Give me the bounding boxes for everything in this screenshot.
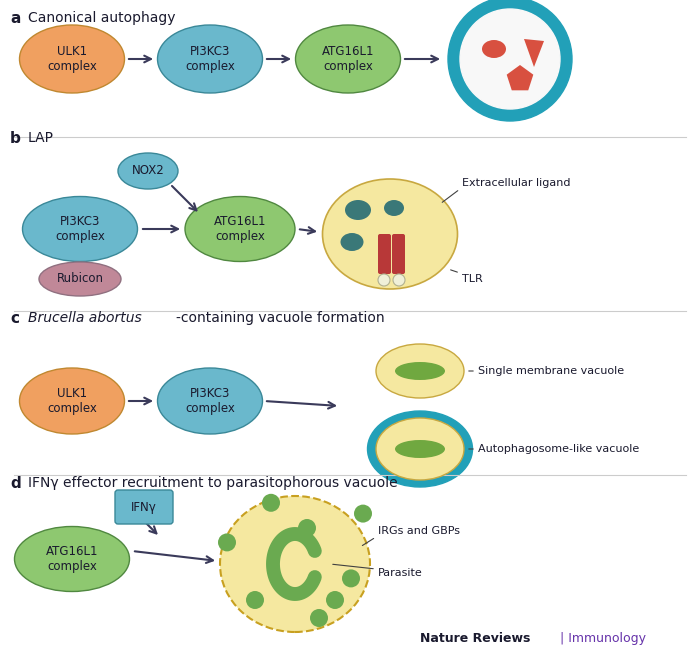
Ellipse shape [158,368,262,434]
Ellipse shape [295,25,400,93]
Text: c: c [10,311,19,326]
Text: ATG16L1
complex: ATG16L1 complex [322,45,374,73]
FancyBboxPatch shape [115,490,173,524]
Ellipse shape [395,362,445,380]
Ellipse shape [460,9,560,109]
Ellipse shape [384,200,404,216]
Text: Single membrane vacuole: Single membrane vacuole [478,366,624,376]
Ellipse shape [368,411,472,487]
Ellipse shape [158,25,262,93]
Text: NOX2: NOX2 [132,165,164,177]
Text: Autophagosome-like vacuole: Autophagosome-like vacuole [478,444,639,454]
Ellipse shape [15,527,130,592]
Text: IRGs and GBPs: IRGs and GBPs [378,526,460,536]
Ellipse shape [376,344,464,398]
Circle shape [354,505,372,523]
Text: b: b [10,131,21,146]
Ellipse shape [340,233,363,251]
Polygon shape [524,39,544,67]
Text: PI3KC3
complex: PI3KC3 complex [185,387,235,415]
Ellipse shape [39,262,121,296]
Ellipse shape [185,196,295,262]
Text: Parasite: Parasite [378,568,423,578]
Text: ULK1
complex: ULK1 complex [47,387,97,415]
Circle shape [326,591,344,609]
Text: PI3KC3
complex: PI3KC3 complex [185,45,235,73]
Ellipse shape [20,25,125,93]
Circle shape [310,609,328,627]
Circle shape [342,569,360,587]
Text: Canonical autophagy: Canonical autophagy [28,11,176,25]
Text: Extracellular ligand: Extracellular ligand [462,178,570,188]
Ellipse shape [323,179,458,289]
Ellipse shape [395,440,445,458]
Ellipse shape [345,200,371,220]
Text: ATG16L1
complex: ATG16L1 complex [214,215,266,243]
Text: TLR: TLR [462,274,483,284]
Ellipse shape [220,496,370,632]
Ellipse shape [22,196,137,262]
Ellipse shape [20,368,125,434]
Text: d: d [10,476,21,491]
Text: LAP: LAP [28,131,54,145]
Circle shape [393,274,405,286]
Text: -containing vacuole formation: -containing vacuole formation [176,311,384,325]
Text: IFNγ effector recruitment to parasitophorous vacuole: IFNγ effector recruitment to parasitopho… [28,476,398,490]
Text: ATG16L1
complex: ATG16L1 complex [46,545,98,573]
Text: ULK1
complex: ULK1 complex [47,45,97,73]
Circle shape [298,519,316,537]
Text: Nature Reviews: Nature Reviews [420,632,531,645]
Text: Rubicon: Rubicon [57,273,104,285]
Ellipse shape [482,40,506,58]
Text: | Immunology: | Immunology [556,632,646,645]
Text: IFNγ: IFNγ [131,500,157,513]
Circle shape [262,494,280,512]
Circle shape [246,591,264,609]
Text: PI3KC3
complex: PI3KC3 complex [55,215,105,243]
FancyBboxPatch shape [392,234,405,274]
Ellipse shape [118,153,178,189]
Text: Brucella abortus: Brucella abortus [28,311,141,325]
Circle shape [378,274,390,286]
Text: a: a [10,11,20,26]
FancyBboxPatch shape [378,234,391,274]
Polygon shape [507,65,533,90]
Ellipse shape [448,0,572,121]
Ellipse shape [376,418,464,480]
Circle shape [218,533,236,552]
